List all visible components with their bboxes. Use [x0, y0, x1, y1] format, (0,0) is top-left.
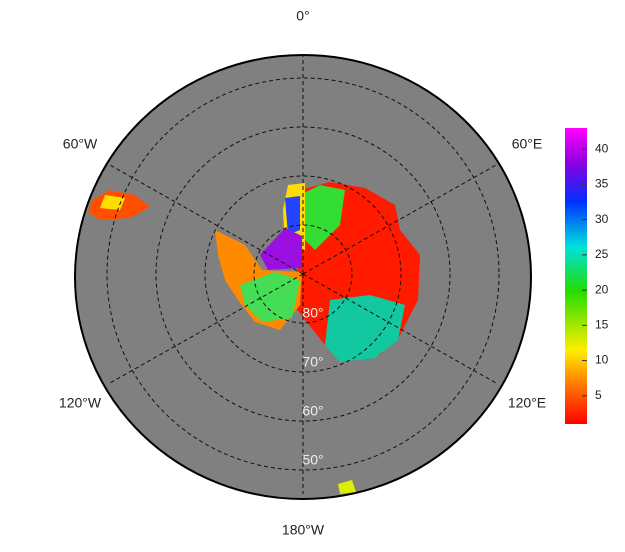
latitude-circle: [106, 77, 500, 471]
graticule: [106, 54, 500, 494]
lon-label: 120°E: [508, 395, 546, 411]
lon-label: 180°W: [282, 522, 325, 538]
meridian: [107, 273, 304, 385]
colorbar-tick-label: 25: [595, 247, 609, 261]
latitude-circle: [253, 224, 353, 324]
meridian: [302, 273, 499, 385]
latitude-circle: [204, 175, 402, 373]
lat-label: 50°: [302, 452, 323, 468]
colorbar-tick-label: 10: [595, 353, 609, 367]
lat-label: 80°: [302, 305, 323, 321]
meridian: [107, 163, 304, 275]
lon-label: 60°W: [63, 136, 98, 152]
lat-label: 60°: [302, 403, 323, 419]
latitude-circle: [155, 126, 451, 422]
colorbar-tick-label: 5: [595, 388, 602, 402]
meridian: [302, 163, 499, 275]
colorbar-tick-label: 40: [595, 141, 609, 155]
colorbar-tick-label: 15: [595, 318, 609, 332]
colorbar: [565, 128, 587, 424]
colorbar-tick-label: 35: [595, 177, 609, 191]
colorbar-tick-label: 20: [595, 282, 609, 296]
lon-label: 120°W: [59, 395, 102, 411]
colorbar-tick-label: 30: [595, 212, 609, 226]
lon-label: 0°: [296, 8, 309, 24]
lon-label: 60°E: [512, 136, 543, 152]
lat-label: 70°: [302, 354, 323, 370]
